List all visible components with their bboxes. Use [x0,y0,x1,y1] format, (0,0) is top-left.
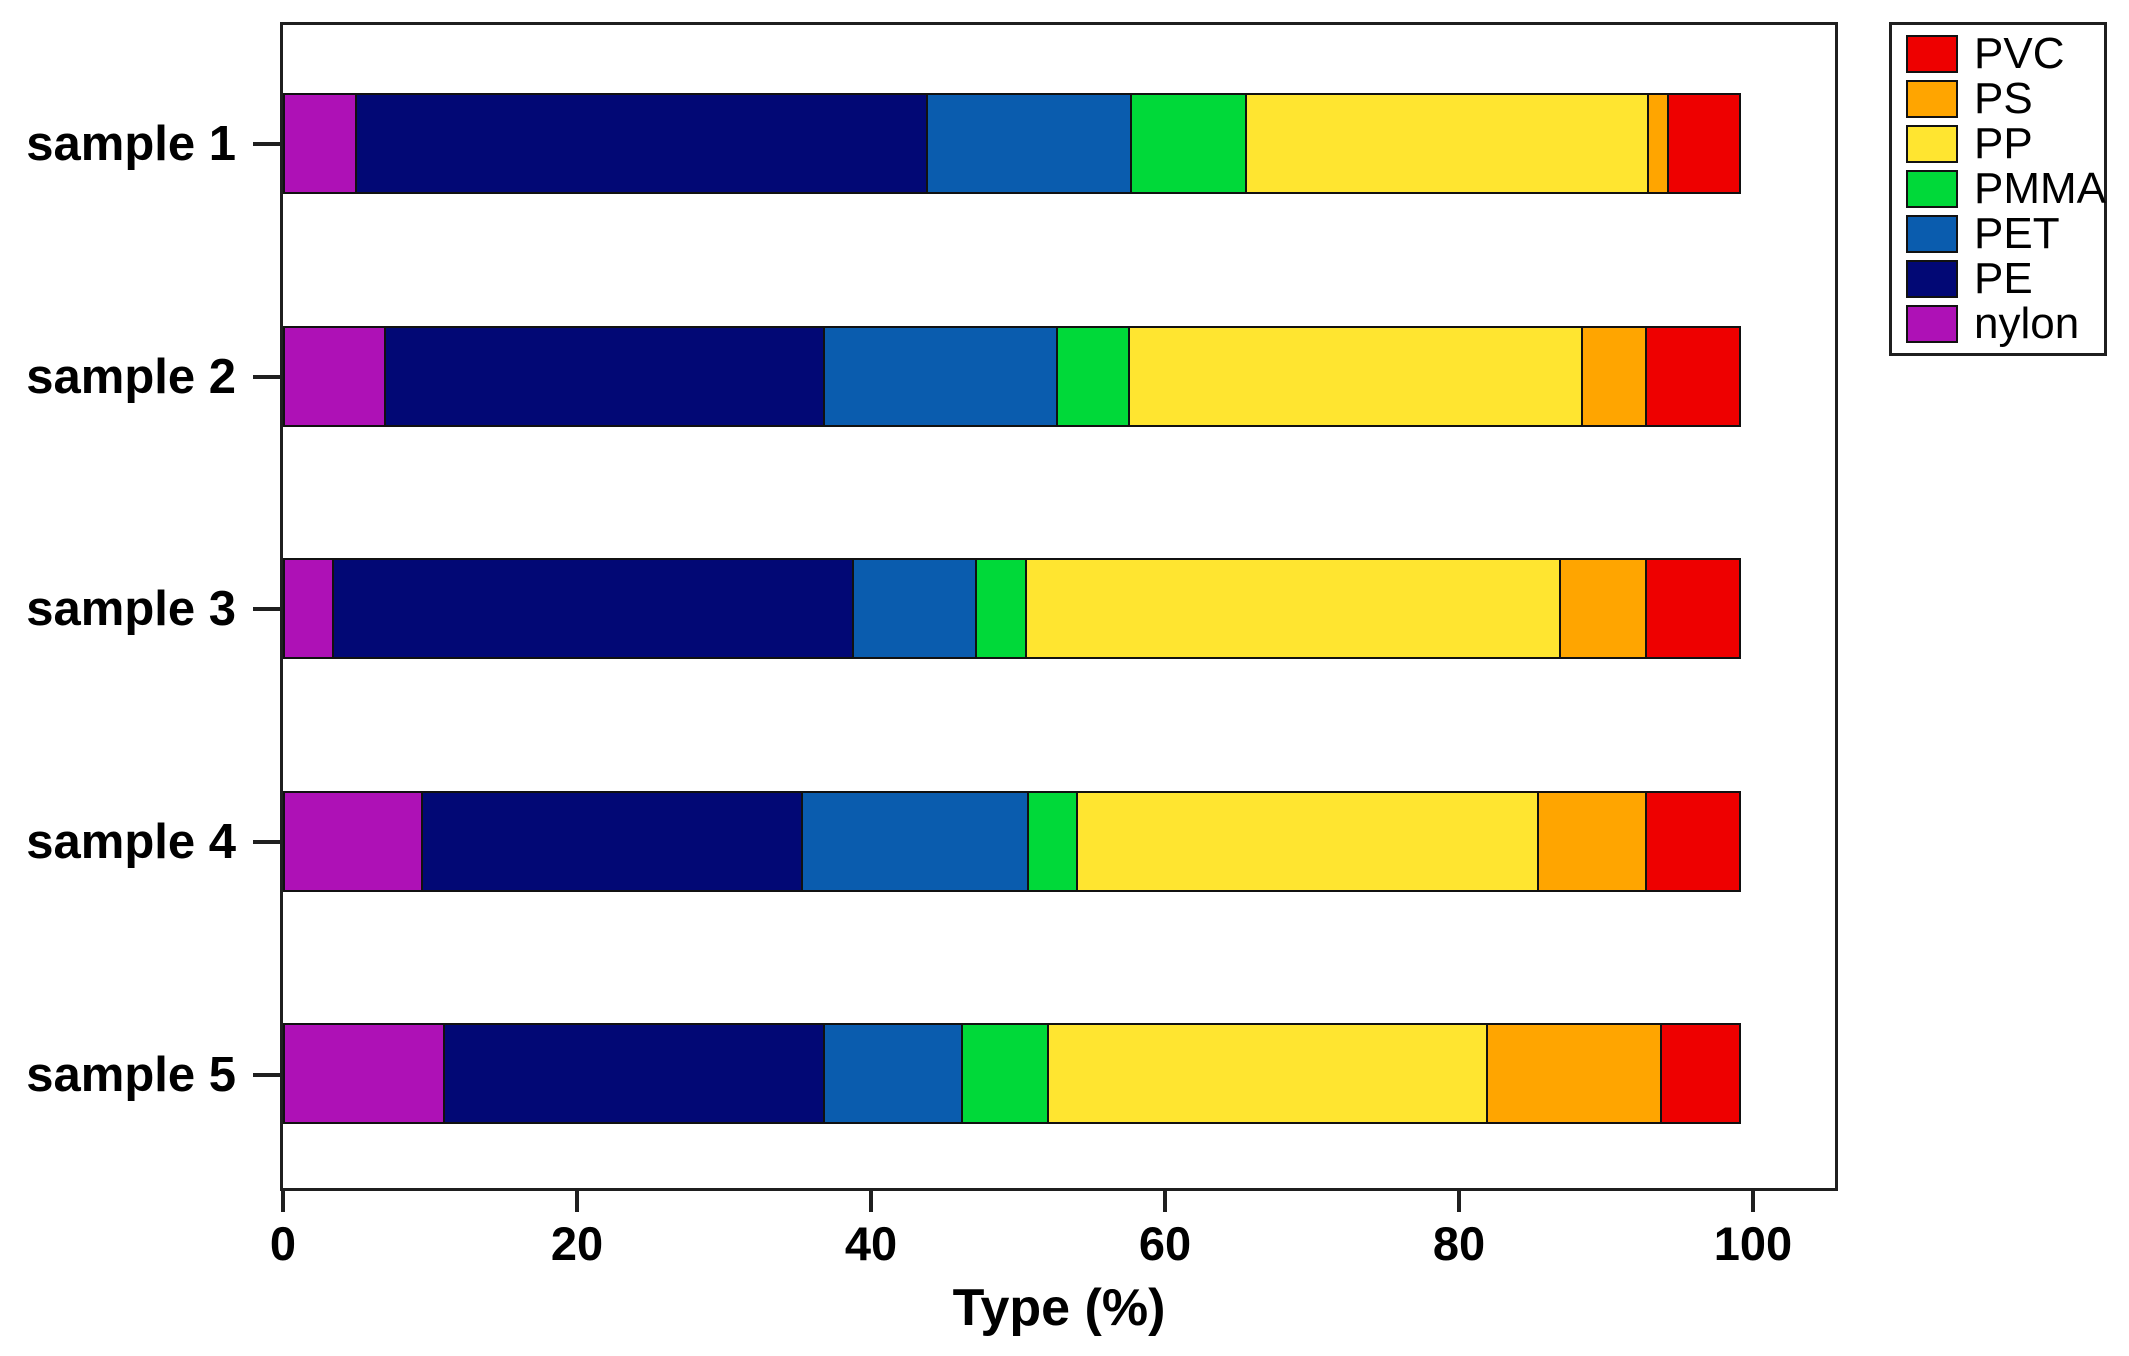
bar-segment-PMMA [975,558,1027,659]
legend-entry-PE: PE [1906,254,2104,304]
y-category-label: sample 3 [26,582,236,636]
legend-label: PMMA [1974,163,2106,213]
bar-segment-PET [852,558,978,659]
x-tick-label: 20 [550,1217,604,1270]
bar-segment-PS [1537,791,1648,892]
bar-segment-PET [822,1023,963,1124]
bar-segment-PS [1581,326,1648,427]
legend-entry-PS: PS [1906,73,2104,123]
bar-segment-PP [1245,93,1650,194]
bar-segment-PVC [1660,1023,1741,1124]
x-tick-label: 0 [269,1217,297,1270]
bar-segment-nylon [283,791,423,892]
bar-segment-PE [383,326,825,427]
legend-swatch-PE [1906,260,1958,299]
bar-segment-nylon [283,1023,445,1124]
legend-swatch-nylon [1906,305,1958,344]
bar-segment-PVC [1645,558,1741,659]
bar-sample-1 [283,93,1753,194]
bar-segment-nylon [283,558,335,659]
bar-sample-5 [283,1023,1753,1124]
y-axis-tick [253,1073,280,1077]
legend-label: PET [1974,209,2060,259]
bar-segment-PE [442,1023,825,1124]
x-axis-tick [575,1191,579,1212]
x-axis-tick [1163,1191,1167,1212]
bar-segment-PET [800,791,1029,892]
bar-segment-PMMA [1026,791,1079,892]
bar-segment-PMMA [960,1023,1049,1124]
x-axis-tick [1751,1191,1755,1212]
legend-entry-PVC: PVC [1906,28,2104,78]
y-category-label: sample 1 [26,117,236,171]
bar-segment-PET [822,326,1059,427]
y-axis-tick [253,375,280,379]
bar-segment-PET [925,93,1132,194]
legend-label: PVC [1974,28,2065,78]
bar-sample-3 [283,558,1753,659]
bar-segment-PVC [1667,93,1741,194]
bar-sample-2 [283,326,1753,427]
legend-swatch-PMMA [1906,169,1958,208]
y-category-label: sample 4 [26,815,236,869]
x-tick-label: 60 [1138,1217,1192,1270]
bar-segment-PP [1046,1023,1488,1124]
bar-segment-PE [332,558,855,659]
bar-segment-PP [1127,326,1584,427]
bar-segment-PMMA [1129,93,1248,194]
bar-segment-PVC [1645,791,1741,892]
legend-swatch-PVC [1906,34,1958,73]
bars-area [283,25,1753,1188]
legend-label: nylon [1974,299,2080,349]
x-axis-tick [869,1191,873,1212]
y-axis-tick [253,840,280,844]
bar-segment-PVC [1645,326,1741,427]
x-tick-label: 40 [844,1217,898,1270]
legend-swatch-PS [1906,79,1958,118]
y-category-label: sample 2 [26,350,236,404]
x-tick-label: 100 [1713,1217,1793,1270]
legend: PVC PS PP PMMA PET PE nylon [1889,22,2107,356]
bar-segment-nylon [283,93,357,194]
bar-segment-PS [1647,93,1670,194]
bar-segment-PE [354,93,928,194]
legend-swatch-PET [1906,215,1958,254]
y-axis-tick [253,142,280,146]
x-axis-title: Type (%) [952,1279,1166,1337]
bar-segment-PS [1559,558,1648,659]
legend-label: PP [1974,118,2033,168]
y-category-label: sample 5 [26,1048,236,1102]
x-tick-label: 80 [1432,1217,1486,1270]
bar-segment-PMMA [1056,326,1130,427]
legend-entry-PMMA: PMMA [1906,163,2106,213]
bar-segment-nylon [283,326,386,427]
legend-entry-PP: PP [1906,118,2104,168]
legend-entry-PET: PET [1906,209,2104,259]
bar-segment-PS [1485,1023,1663,1124]
bar-segment-PP [1024,558,1562,659]
legend-swatch-PP [1906,124,1958,163]
bar-segment-PP [1076,791,1540,892]
legend-label: PS [1974,73,2033,123]
y-axis-tick [253,607,280,611]
legend-entry-nylon: nylon [1906,299,2104,349]
bar-sample-4 [283,791,1753,892]
x-axis-tick [1457,1191,1461,1212]
x-axis-tick [281,1191,285,1212]
legend-label: PE [1974,254,2033,304]
bar-segment-PE [420,791,803,892]
